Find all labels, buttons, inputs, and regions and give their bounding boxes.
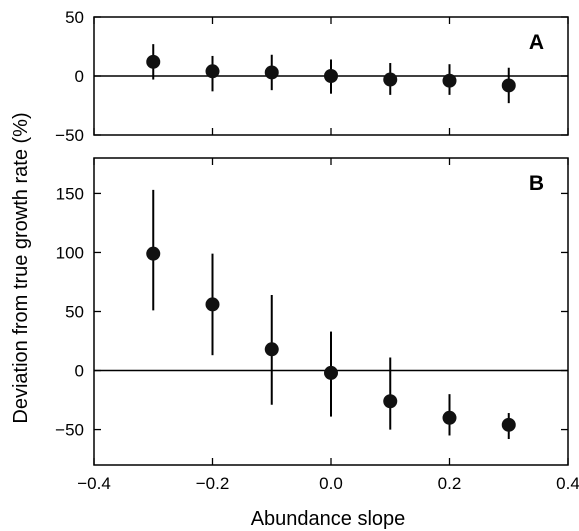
x-tick-label: 0.4 [556, 474, 579, 493]
y-tick-label: 150 [56, 184, 84, 203]
data-point [383, 72, 398, 87]
y-tick-label: 0 [75, 67, 84, 86]
panel-a-label: A [529, 31, 544, 54]
y-tick-label: −50 [55, 421, 84, 440]
data-point [442, 410, 457, 425]
data-point [383, 394, 398, 409]
data-point [324, 69, 338, 83]
y-tick-label: 100 [56, 243, 84, 262]
y-tick-label: 50 [65, 303, 84, 322]
y-axis-title: Deviation from true growth rate (%) [10, 112, 32, 423]
x-tick-label: 0.2 [438, 474, 462, 493]
y-tick-label: −50 [55, 126, 84, 145]
data-point [205, 297, 220, 312]
y-tick-label: 0 [75, 362, 84, 381]
data-point [324, 365, 338, 380]
x-tick-label: 0.0 [319, 474, 343, 493]
data-point [442, 73, 457, 88]
data-point [146, 54, 161, 69]
panel-b-label: B [529, 172, 544, 195]
data-point [501, 78, 516, 93]
panel-a: −50 0 50 A [55, 8, 569, 145]
panel-b: −50 0 50 100 150 −0.4 −0.2 0.0 0.2 0.4 B [55, 157, 579, 493]
panel-b-frame [93, 157, 569, 466]
data-point [264, 65, 279, 80]
x-axis-title: Abundance slope [251, 508, 406, 530]
data-point [146, 246, 161, 261]
x-tick-label: −0.2 [196, 474, 230, 493]
data-point [501, 417, 516, 432]
data-point [264, 342, 279, 357]
x-tick-label: −0.4 [77, 474, 111, 493]
data-point [205, 64, 220, 79]
y-tick-label: 50 [65, 8, 84, 27]
